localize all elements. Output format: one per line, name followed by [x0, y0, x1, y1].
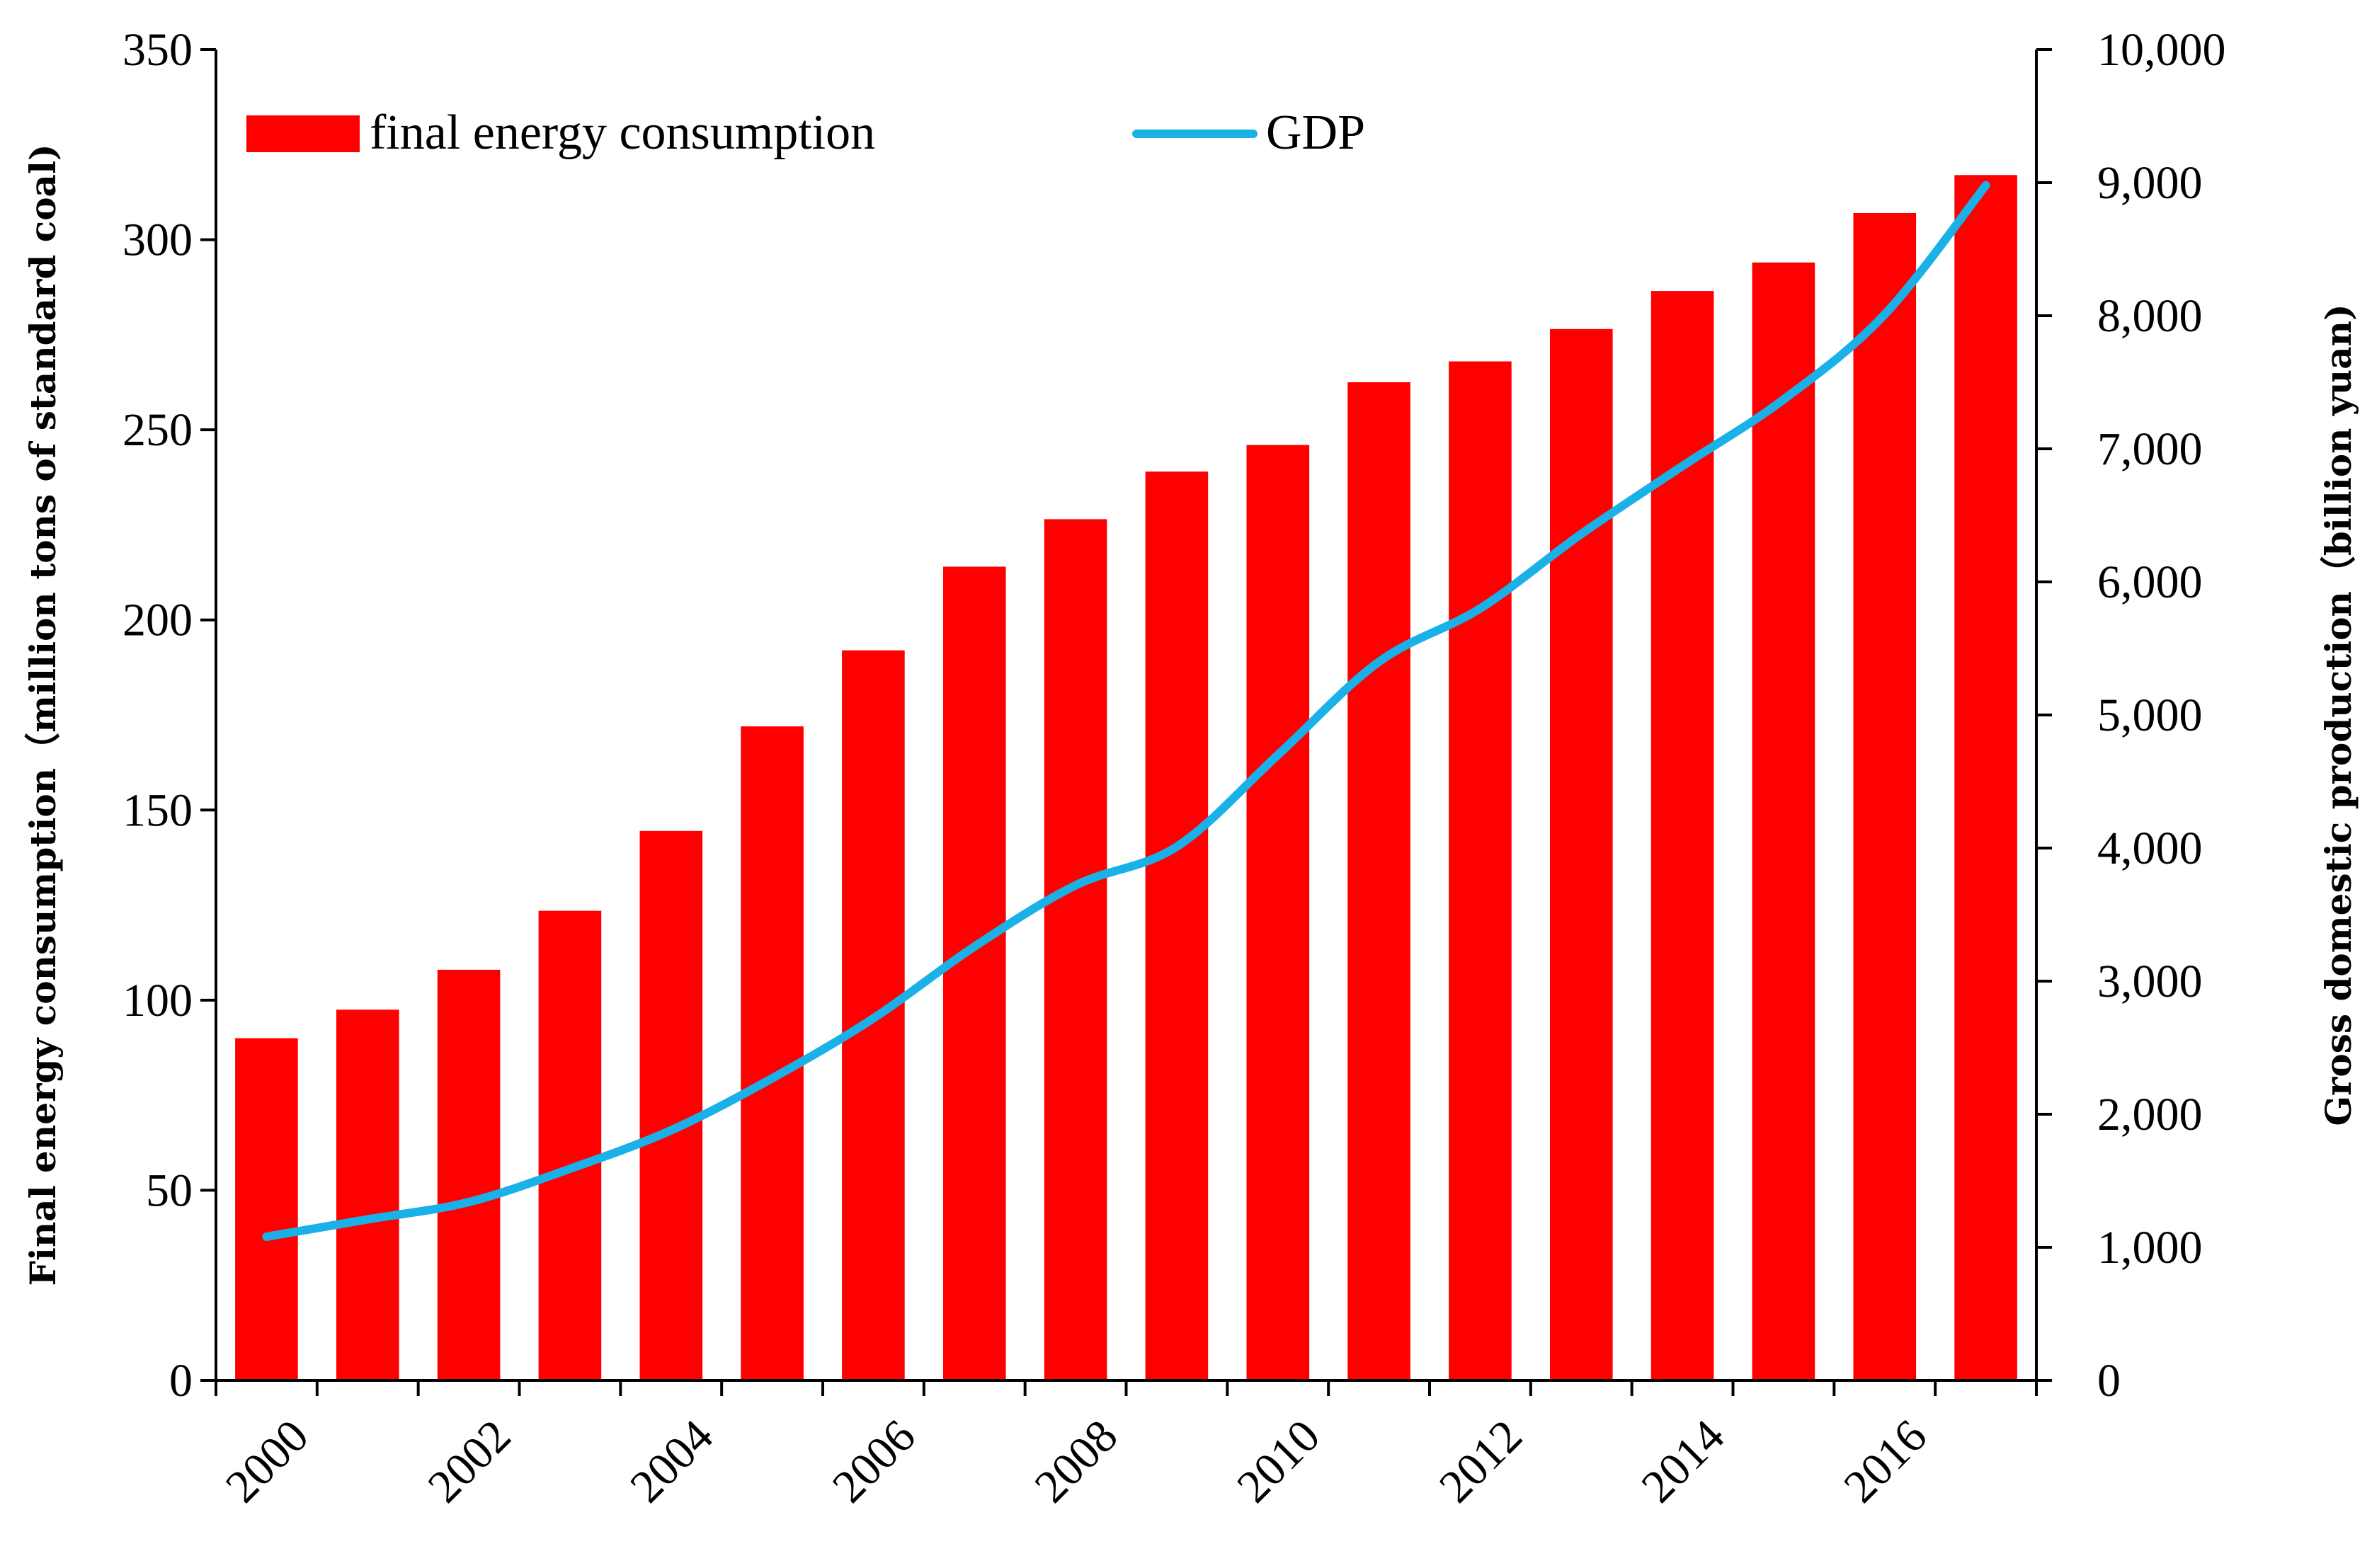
bar-2015 — [1752, 262, 1815, 1380]
right-tick-label: 9,000 — [2097, 157, 2203, 209]
left-axis-title: Final energy consumption（million tons of… — [22, 144, 64, 1286]
right-tick-label: 10,000 — [2097, 24, 2226, 76]
right-tick-label: 2,000 — [2097, 1089, 2203, 1140]
bar-2009 — [1145, 471, 1209, 1381]
right-tick-label: 4,000 — [2097, 823, 2203, 874]
right-tick-label: 5,000 — [2097, 689, 2203, 741]
gdp-line-layer — [262, 181, 1990, 1241]
bar-2003 — [538, 910, 602, 1380]
left-tick-label: 200 — [122, 595, 193, 646]
gdp-line — [262, 181, 1990, 1241]
bar-2007 — [943, 566, 1006, 1380]
right-tick-label: 0 — [2097, 1355, 2121, 1407]
left-tick-label: 150 — [122, 784, 193, 836]
legend-label-bar: final energy consumption — [370, 105, 875, 160]
bar-2004 — [639, 830, 703, 1380]
bar-2005 — [741, 726, 804, 1380]
left-tick-label: 250 — [122, 404, 193, 456]
right-tick-label: 6,000 — [2097, 556, 2203, 608]
bar-2013 — [1550, 328, 1613, 1380]
legend-label-line: GDP — [1266, 105, 1365, 160]
bar-2014 — [1650, 291, 1714, 1381]
bar-2002 — [437, 969, 501, 1380]
bar-2001 — [336, 1009, 399, 1380]
left-tick-label: 0 — [169, 1355, 193, 1407]
bar-2012 — [1449, 361, 1512, 1380]
right-tick-label: 1,000 — [2097, 1222, 2203, 1274]
left-tick-label: 350 — [122, 24, 193, 76]
right-axis-title: Gross domestic production（billion yuan) — [2317, 304, 2359, 1126]
left-tick-label: 50 — [146, 1164, 193, 1216]
bar-2008 — [1044, 519, 1107, 1380]
bar-2010 — [1246, 445, 1310, 1380]
bars-layer — [235, 175, 2017, 1381]
right-tick-label: 3,000 — [2097, 956, 2203, 1007]
bar-2011 — [1347, 382, 1410, 1380]
left-tick-label: 300 — [122, 214, 193, 266]
bar-2017 — [1954, 175, 2017, 1380]
bar-2016 — [1853, 213, 1917, 1380]
legend: final energy consumption GDP — [246, 105, 1365, 160]
right-tick-label: 7,000 — [2097, 423, 2203, 475]
right-tick-label: 8,000 — [2097, 290, 2203, 342]
bar-2000 — [235, 1038, 298, 1380]
legend-swatch-bar — [246, 115, 360, 152]
left-tick-label: 100 — [122, 975, 193, 1026]
